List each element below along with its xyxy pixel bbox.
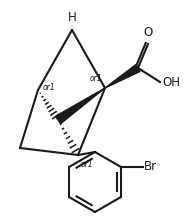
Text: O: O [143, 26, 153, 39]
Text: or1: or1 [81, 160, 94, 169]
Text: or1: or1 [89, 74, 102, 83]
Text: OH: OH [162, 76, 180, 89]
Text: H: H [68, 11, 76, 24]
Polygon shape [55, 88, 105, 124]
Text: Br: Br [144, 160, 157, 173]
Polygon shape [105, 65, 140, 88]
Text: or1: or1 [43, 83, 56, 92]
